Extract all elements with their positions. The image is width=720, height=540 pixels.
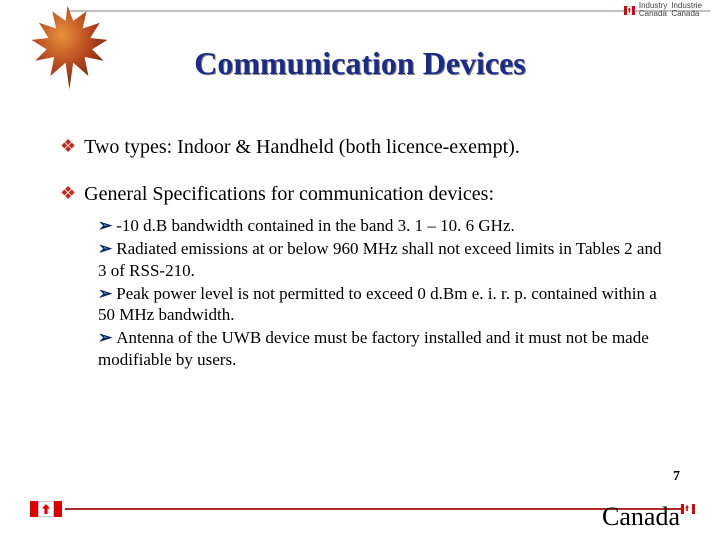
top-divider <box>68 10 710 12</box>
arrow-bullet-icon: ➢ <box>98 284 112 303</box>
content-area: ❖ Two types: Indoor & Handheld (both lic… <box>60 135 670 372</box>
bullet-text: General Specifications for communication… <box>84 182 494 207</box>
sub-bullet-text: Peak power level is not permitted to exc… <box>98 284 657 324</box>
bullet-text: Two types: Indoor & Handheld (both licen… <box>84 135 520 160</box>
sub-bullet-list: ➢-10 d.B bandwidth contained in the band… <box>98 215 670 370</box>
flag-icon <box>30 501 62 517</box>
industry-canada-logo: IndustryCanada IndustrieCanada <box>624 2 702 18</box>
slide-title: Communication Devices <box>0 45 720 82</box>
diamond-bullet-icon: ❖ <box>60 182 76 207</box>
sub-bullet-item: ➢-10 d.B bandwidth contained in the band… <box>98 215 670 236</box>
arrow-bullet-icon: ➢ <box>98 239 112 258</box>
bullet-item: ❖ General Specifications for communicati… <box>60 182 670 207</box>
arrow-bullet-icon: ➢ <box>98 216 112 235</box>
canada-wordmark: Canada <box>602 502 695 532</box>
sub-bullet-item: ➢Peak power level is not permitted to ex… <box>98 283 670 326</box>
bottom-divider <box>65 508 695 510</box>
flag-icon <box>681 504 695 514</box>
agency-fr: IndustrieCanada <box>671 2 702 18</box>
sub-bullet-text: Antenna of the UWB device must be factor… <box>98 328 649 368</box>
arrow-bullet-icon: ➢ <box>98 328 112 347</box>
diamond-bullet-icon: ❖ <box>60 135 76 160</box>
sub-bullet-text: Radiated emissions at or below 960 MHz s… <box>98 239 661 279</box>
sub-bullet-item: ➢Radiated emissions at or below 960 MHz … <box>98 238 670 281</box>
agency-en: IndustryCanada <box>639 2 667 18</box>
wordmark-text: Canada <box>602 502 680 532</box>
bullet-item: ❖ Two types: Indoor & Handheld (both lic… <box>60 135 670 160</box>
sub-bullet-text: -10 d.B bandwidth contained in the band … <box>116 216 515 235</box>
page-number: 7 <box>673 469 680 485</box>
flag-icon <box>624 6 635 15</box>
sub-bullet-item: ➢Antenna of the UWB device must be facto… <box>98 327 670 370</box>
